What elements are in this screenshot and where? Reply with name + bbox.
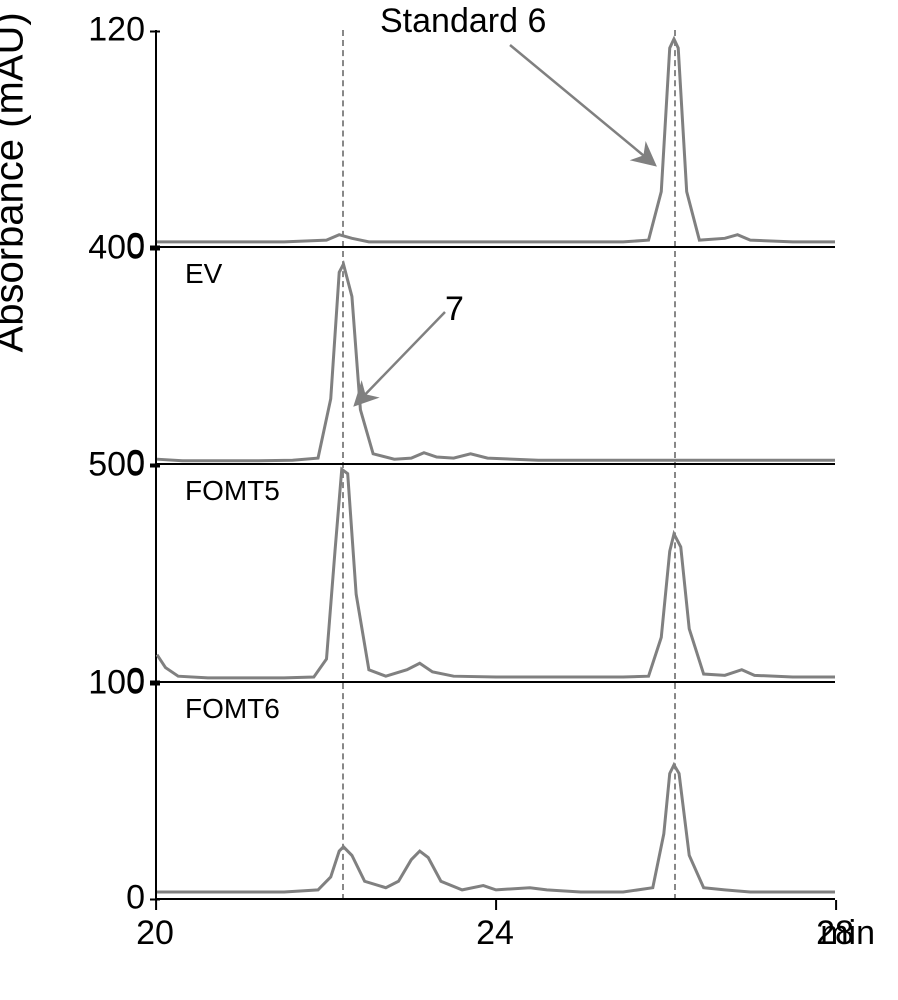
panel-fomt5: 0500FOMT5 [155,465,835,683]
annotation-standard6-text: Standard 6 [380,2,546,40]
y-tick: 500 [88,446,157,485]
trace-fomt6 [157,683,835,899]
panel-ev: 0400EV [155,248,835,466]
trace-ev [157,248,835,464]
panel-fomt6: 0100FOMT6 [155,683,835,901]
x-tick: 28 [816,900,854,953]
x-tick: 20 [136,900,174,953]
y-tick: 400 [88,228,157,267]
trace-fomt5 [157,465,835,681]
annotation-standard6: Standard 6 [380,2,546,41]
y-axis-label: Absorbance (mAU) [0,12,33,352]
arrow-standard6 [470,40,690,180]
y-tick: 120 [88,11,157,50]
x-tick: 24 [476,900,514,953]
y-tick: 100 [88,663,157,702]
chromatogram-figure: Absorbance (mAU) 01200400EV0500FOMT50100… [0,0,898,1000]
arrow-7 [330,300,470,420]
x-axis: min 202428 [155,900,835,960]
